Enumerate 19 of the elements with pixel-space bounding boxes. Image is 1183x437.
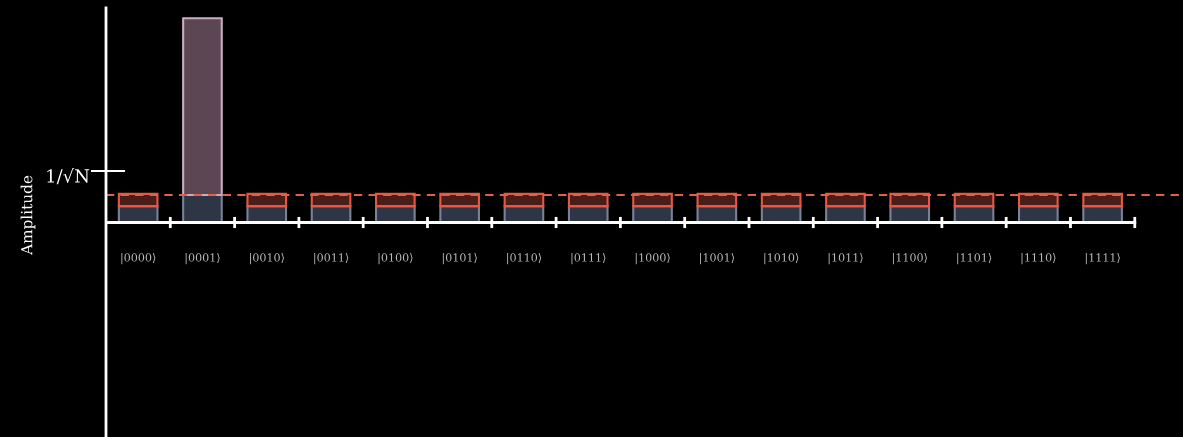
x-tick-label: |1111⟩ — [1085, 253, 1120, 265]
x-tick-label: |0101⟩ — [442, 253, 477, 265]
x-tick-label: |1110⟩ — [1021, 253, 1056, 265]
y-axis-title: Amplitude — [20, 175, 36, 256]
x-tick-label: |0000⟩ — [121, 253, 156, 265]
x-tick-label: |1011⟩ — [828, 253, 863, 265]
x-tick-label: |0111⟩ — [571, 253, 606, 265]
x-tick-label: |0001⟩ — [185, 253, 220, 265]
x-tick-label: |1010⟩ — [764, 253, 799, 265]
bar — [182, 17, 223, 196]
x-tick-label: |0010⟩ — [250, 253, 284, 265]
x-tick-label: |0100⟩ — [378, 253, 413, 265]
x-tick-label: |1001⟩ — [700, 253, 735, 265]
x-tick-label: |1100⟩ — [892, 253, 927, 265]
text: 1/√N — [47, 167, 90, 185]
x-tick-label: |0011⟩ — [314, 253, 349, 265]
x-tick-label: |1101⟩ — [957, 253, 992, 265]
x-tick-label: |1000⟩ — [635, 253, 670, 265]
x-tick-label: |0110⟩ — [507, 253, 542, 265]
